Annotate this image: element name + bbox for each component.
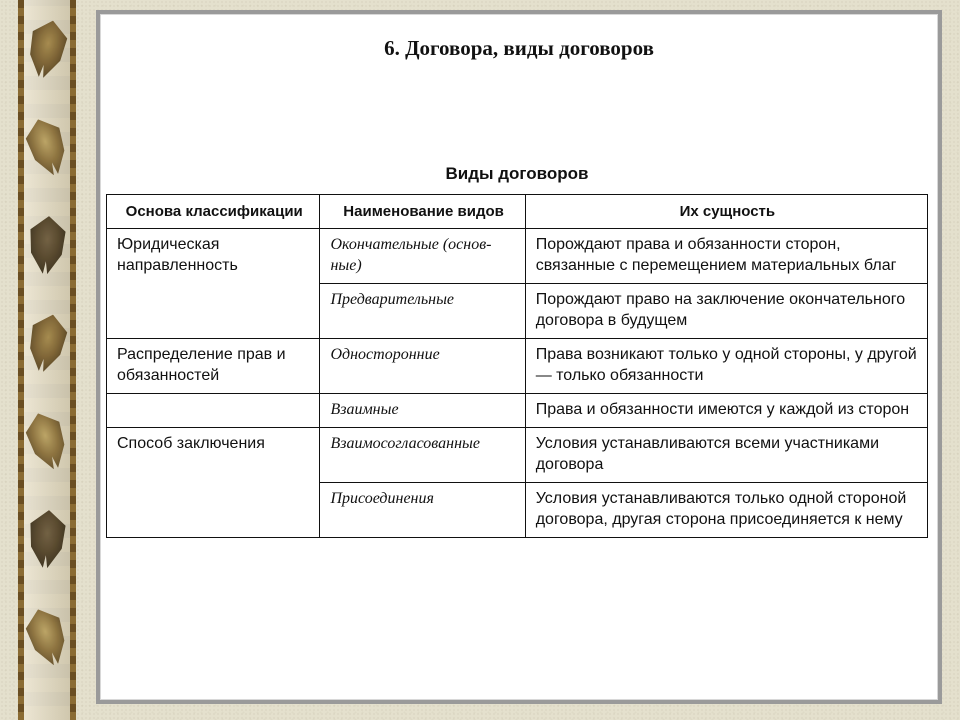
cell-essence: Условия устанавливаются только одной сто…: [525, 483, 927, 538]
cell-essence: Права возникают только у одной стороны, …: [525, 339, 927, 394]
col-header-basis: Основа классификации: [107, 195, 320, 229]
table-body: Юридическая направленностьОкончатель­ные…: [107, 229, 928, 538]
page-background: 6. Договора, виды договоров Виды договор…: [0, 0, 960, 720]
table-header-row: Основа классификации Наименование видов …: [107, 195, 928, 229]
cell-essence: Условия устанавливаются всеми участникам…: [525, 428, 927, 483]
cell-essence: Порождают право на заклю­чение окончател…: [525, 284, 927, 339]
decorative-ribbon: [18, 0, 76, 720]
slide-frame: 6. Договора, виды договоров Виды договор…: [96, 10, 942, 704]
col-header-essence: Их сущность: [525, 195, 927, 229]
table-container: Виды договоров Основа классификации Наим…: [106, 164, 928, 538]
cell-kind: Взаимные: [320, 394, 525, 428]
table-row: Способ заключе­нияВзаимосогласо­ванныеУс…: [107, 428, 928, 483]
cell-kind: Окончатель­ные (основ­ные): [320, 229, 525, 284]
cell-basis: Распределение прав и обязан­ностей: [107, 339, 320, 394]
contracts-table: Основа классификации Наименование видов …: [106, 194, 928, 538]
slide-title: 6. Договора, виды договоров: [100, 36, 938, 61]
cell-kind: Предваритель­ные: [320, 284, 525, 339]
table-row: ВзаимныеПрава и обязанности имеют­ся у к…: [107, 394, 928, 428]
cell-basis: Способ заключе­ния: [107, 428, 320, 538]
cell-kind: Односторон­ние: [320, 339, 525, 394]
table-row: Распределение прав и обязан­ностейОдност…: [107, 339, 928, 394]
cell-essence: Права и обязанности имеют­ся у каждой из…: [525, 394, 927, 428]
cell-basis: Юридическая направленность: [107, 229, 320, 339]
cell-kind: Взаимосогласо­ванные: [320, 428, 525, 483]
cell-essence: Порождают права и обязан­ности сторон, с…: [525, 229, 927, 284]
cell-kind: Присоединения: [320, 483, 525, 538]
table-row: Юридическая направленностьОкончатель­ные…: [107, 229, 928, 284]
table-caption: Виды договоров: [106, 164, 928, 184]
cell-basis-blank: [107, 394, 320, 428]
col-header-kind: Наименование видов: [320, 195, 525, 229]
